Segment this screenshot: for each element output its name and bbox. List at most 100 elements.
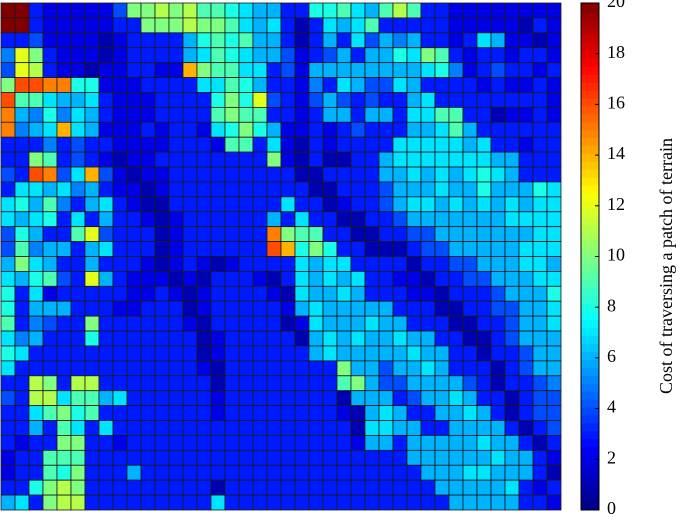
cell [196,77,212,93]
colorbar-step [581,296,599,305]
cell [308,121,324,138]
cell [294,166,310,183]
cell [112,360,128,377]
cell [210,315,226,332]
colorbar-step [581,113,599,123]
cell [28,2,44,19]
cell [462,330,478,347]
cell [238,405,254,421]
cell [224,479,240,496]
cell [532,47,548,64]
colorbar-step [581,50,599,59]
cell [266,226,282,242]
cell [532,479,548,496]
cell [350,360,366,377]
cell [140,256,156,272]
cell [420,196,436,213]
cell [392,106,408,123]
cell [182,315,198,332]
cell [168,494,184,511]
colorbar-step [581,232,599,242]
cell [364,77,380,93]
cell [266,241,282,257]
cell [56,196,72,213]
cell [126,285,142,302]
cell [336,106,352,123]
cell [126,226,142,242]
cell [532,226,548,242]
cell [448,241,464,257]
cell [420,77,436,93]
cell [56,2,72,19]
cell [308,315,324,332]
cell [0,62,16,78]
cell [364,136,380,153]
cell [14,256,30,272]
cell [462,360,478,377]
cell [308,17,324,34]
cell [322,17,338,34]
cell [364,360,380,377]
cell [294,256,310,272]
cell [266,375,282,392]
cell [140,464,156,481]
cell [392,479,408,496]
cell [322,285,338,302]
cell [252,2,268,19]
cell [112,256,128,272]
cell [406,494,422,511]
cell [504,375,520,392]
cell [280,435,296,451]
cell [434,166,450,183]
cell [182,211,198,228]
cell [168,330,184,347]
cell [364,345,380,362]
cell [420,330,436,347]
cell [112,226,128,242]
cell [420,256,436,272]
cell [98,121,114,138]
cell [378,17,394,34]
cell [210,330,226,347]
cell [70,151,86,168]
cell [448,464,464,481]
cell [112,136,128,153]
cell [84,345,100,362]
cell [112,300,128,317]
cell [126,360,142,377]
cell [378,166,394,183]
cell [532,256,548,272]
cell [392,330,408,347]
cell [364,494,380,511]
cell [168,62,184,78]
cell [0,77,16,93]
cell [504,405,520,421]
cell [364,211,380,228]
colorbar-step [581,169,599,178]
cell [224,435,240,451]
cell [476,121,492,138]
cell [490,226,506,242]
cell [84,390,100,407]
cell [490,256,506,272]
cell [406,285,422,302]
cell [56,121,72,138]
colorbar-step [581,193,599,202]
cell [294,285,310,302]
colorbar-step [581,462,599,471]
cell [336,92,352,108]
cell [546,77,562,93]
cell [434,420,450,436]
cell [98,106,114,123]
cell [294,136,310,153]
cell [28,62,44,78]
cell [532,211,548,228]
cell [434,62,450,78]
cell [14,211,30,228]
cell [266,390,282,407]
cell [154,106,170,123]
cell [336,121,352,138]
cell [140,300,156,317]
cell [476,92,492,108]
cell [546,166,562,183]
